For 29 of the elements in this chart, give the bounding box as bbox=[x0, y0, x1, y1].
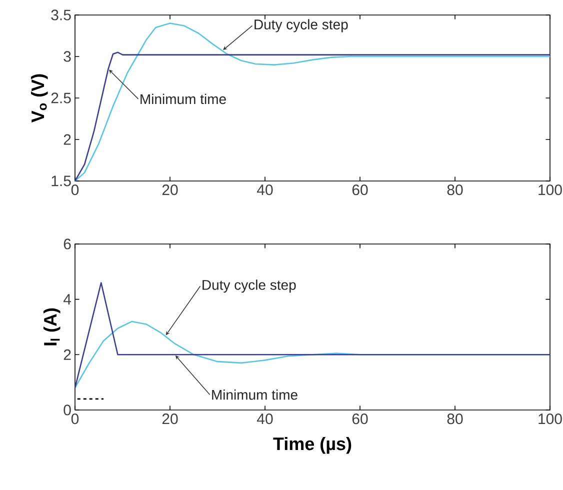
x-tick-label: 40 bbox=[257, 184, 273, 196]
y-axis-title: V$_{o}$ (V) bbox=[30, 74, 48, 122]
x-tick-label: 20 bbox=[162, 184, 178, 196]
x-tick-label: 0 bbox=[71, 414, 79, 424]
y-axis-title: I$_{l}$ (A) bbox=[43, 308, 60, 346]
y-tick-label: 2 bbox=[64, 349, 71, 360]
annotation: Duty cycle step bbox=[254, 19, 348, 32]
x-tick-label: 40 bbox=[257, 414, 273, 424]
annotation: Minimum time bbox=[212, 390, 298, 400]
annotation: Duty cycle step bbox=[202, 280, 296, 293]
y-tick-label: 3.5 bbox=[51, 10, 71, 20]
x-tick-label: 0 bbox=[71, 184, 79, 196]
y-tick-label: 2 bbox=[64, 134, 71, 145]
x-tick-label: 80 bbox=[447, 414, 463, 424]
line-series bbox=[74, 52, 551, 182]
y-tick-label: 3 bbox=[64, 51, 71, 62]
x-tick-label: 20 bbox=[162, 414, 178, 424]
x-tick-label: 60 bbox=[352, 414, 368, 424]
y-tick-label: 2.5 bbox=[51, 92, 71, 104]
x-axis-title: Time (µs) bbox=[273, 437, 352, 454]
x-tick-label: 100 bbox=[538, 184, 562, 196]
x-tick-label: 100 bbox=[538, 414, 562, 424]
y-tick-label: 0 bbox=[64, 404, 71, 416]
y-tick-label: 4 bbox=[63, 294, 72, 304]
y-tick-label: 6 bbox=[64, 238, 71, 250]
x-tick-label: 80 bbox=[447, 184, 463, 196]
annotation: Minimum time bbox=[140, 94, 226, 104]
y-tick-label: 1.5 bbox=[52, 176, 71, 186]
x-tick-label: 60 bbox=[352, 184, 368, 196]
